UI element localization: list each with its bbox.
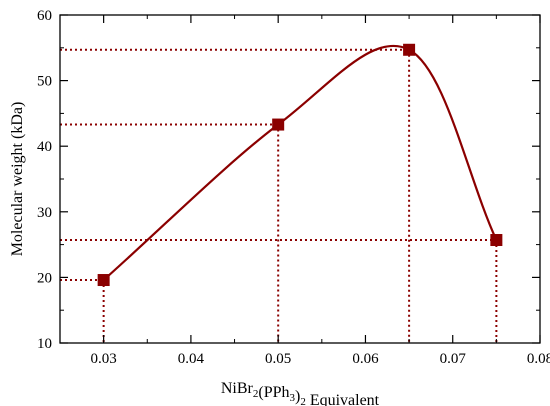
x-axis-title: NiBr2(PPh3)2 Equivalent [221,380,380,406]
x-tick-label: 0.03 [91,351,117,367]
y-axis-title: Molecular weight (kDa) [9,102,26,257]
plot-frame [59,14,541,344]
y-tick-label: 10 [37,336,52,352]
data-markers [97,43,503,287]
data-point-marker [490,234,503,247]
y-tick-label: 60 [37,8,52,24]
data-point-marker [272,118,285,131]
x-tick-label: 0.06 [352,351,379,367]
data-point-marker [403,43,416,56]
x-tick-label: 0.04 [178,351,205,367]
data-point-marker [97,274,110,287]
x-tick-label: 0.07 [440,351,467,367]
fit-curve [102,44,498,281]
y-tick-label: 20 [37,270,52,286]
y-tick-label: 30 [37,205,52,221]
x-tick-label: 0.05 [265,351,291,367]
x-axis-ticks: 0.03 0.04 0.05 0.06 0.07 0.08 [59,15,550,367]
y-tick-label: 50 [37,74,52,90]
drop-lines [60,48,498,343]
y-axis-ticks: 10 20 30 40 50 60 [37,8,540,352]
x-tick-label: 0.08 [527,351,550,367]
y-tick-label: 40 [37,139,52,155]
